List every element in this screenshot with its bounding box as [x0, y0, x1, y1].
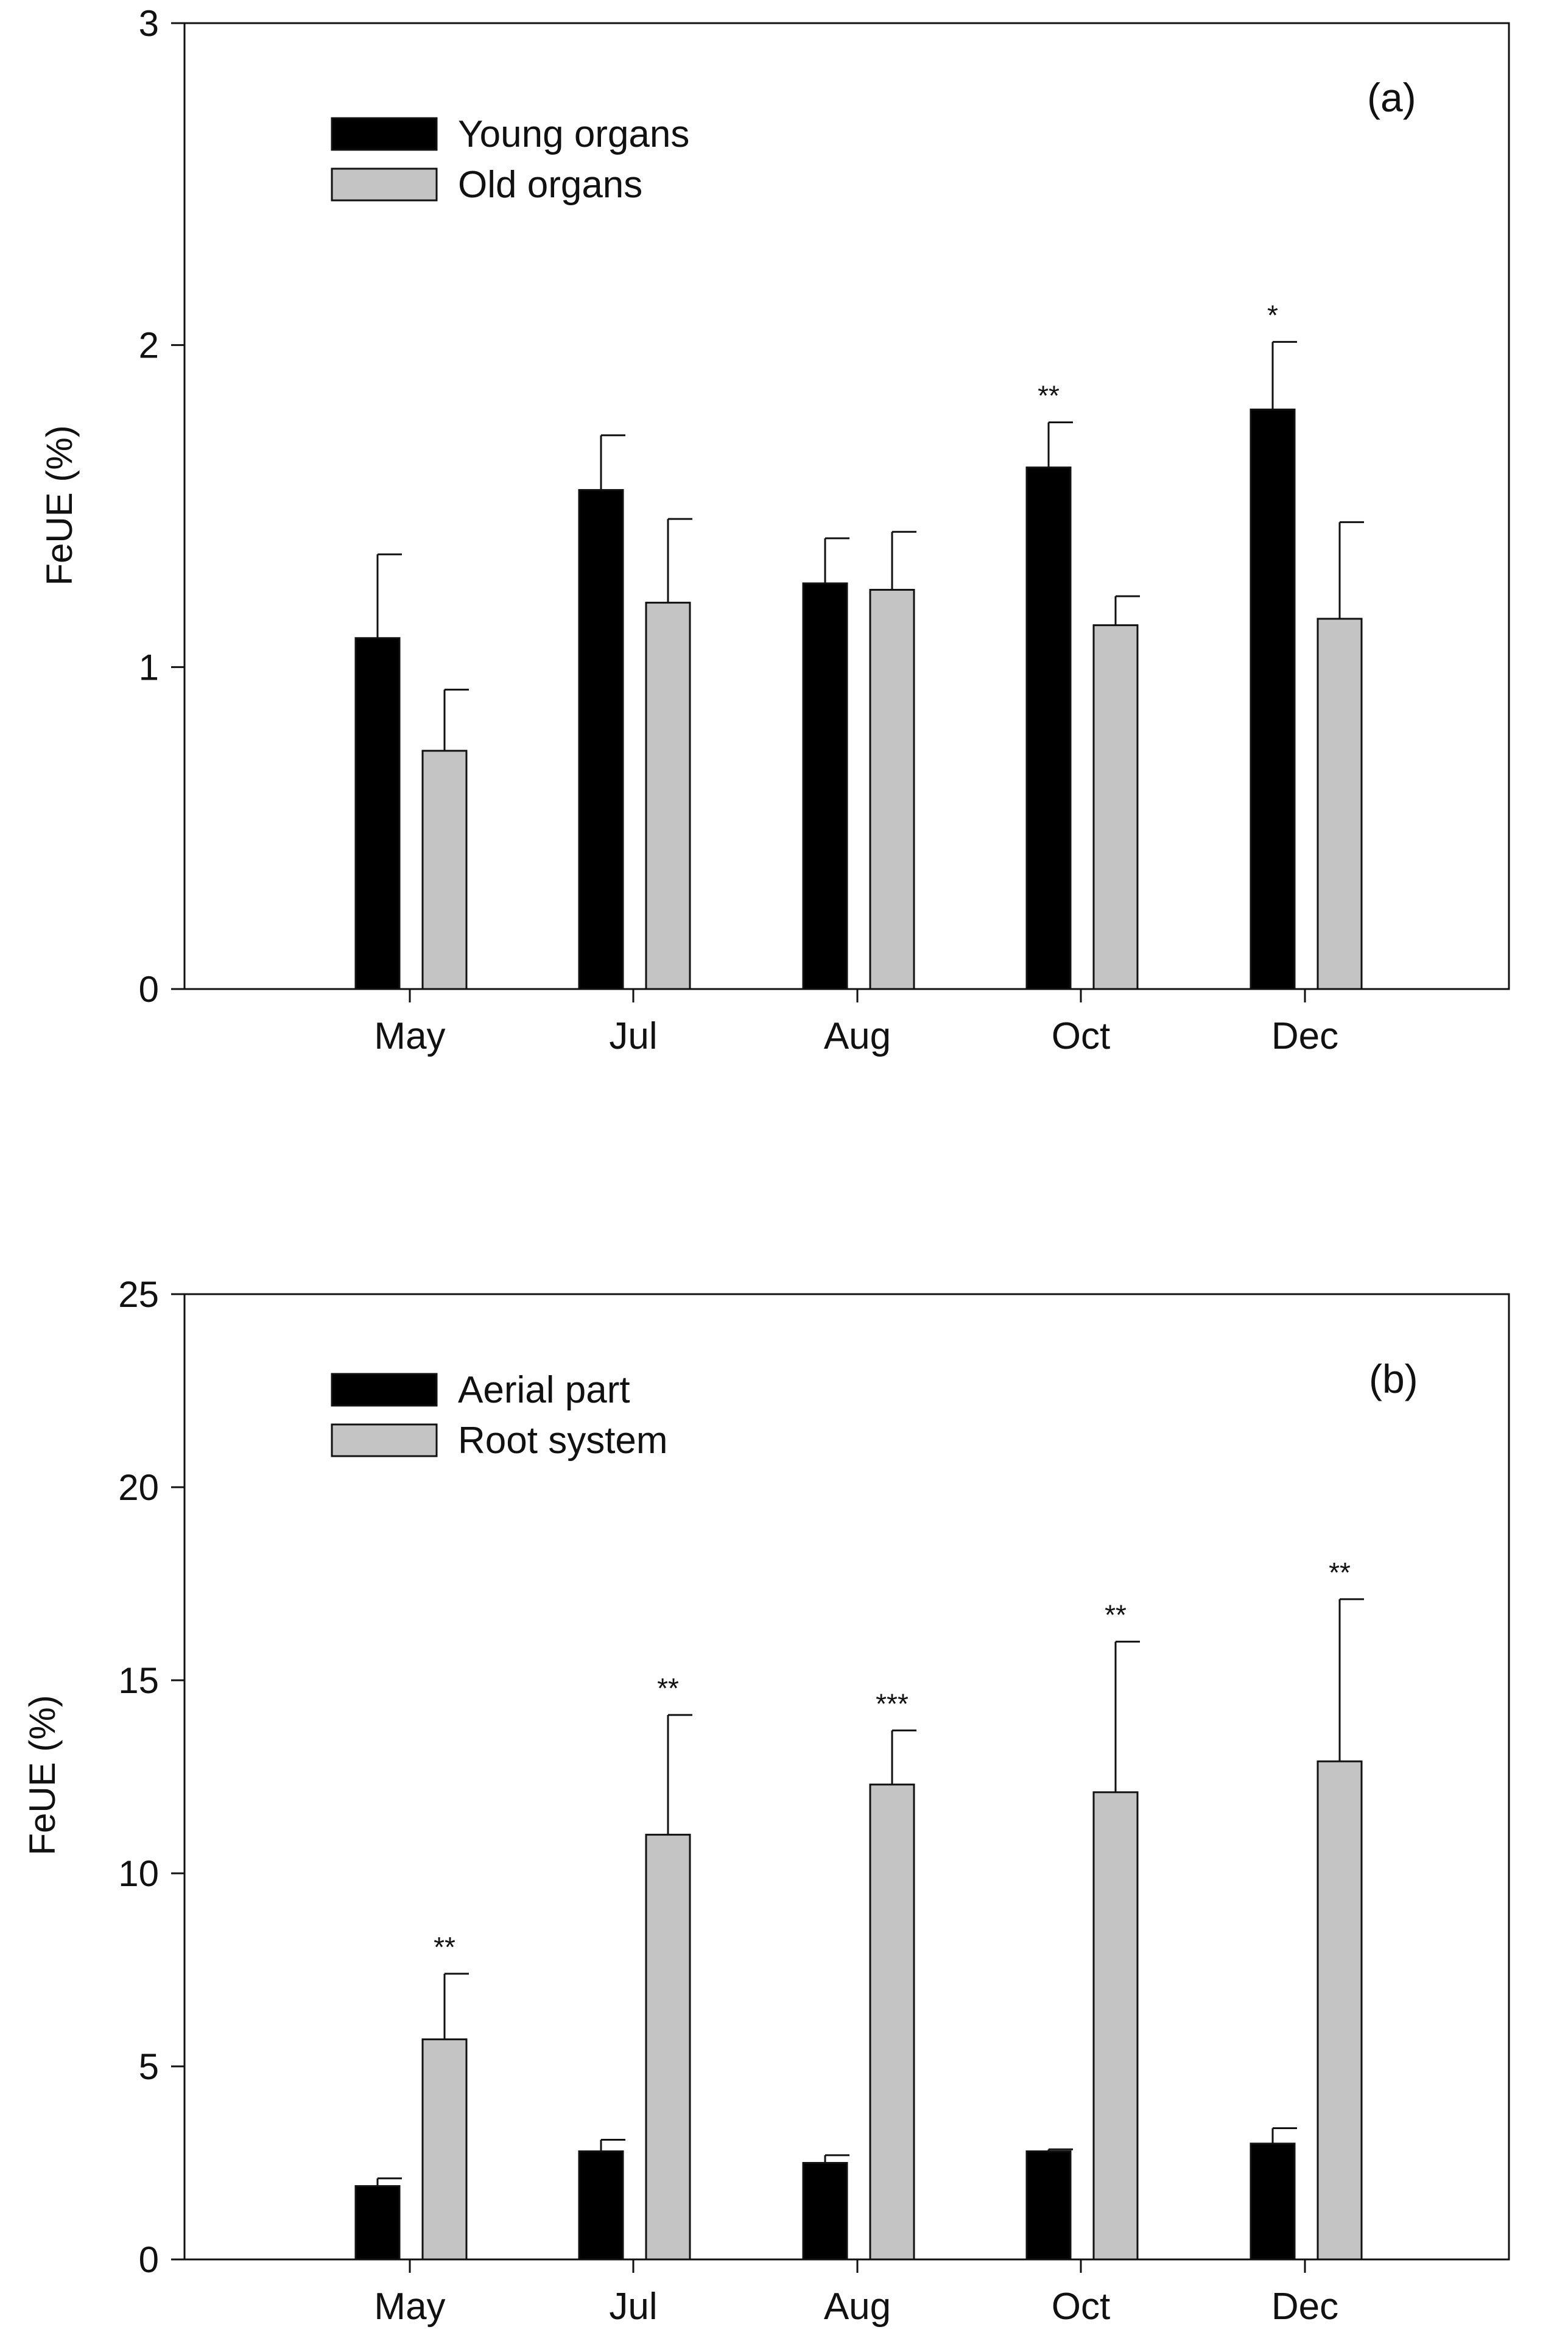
panel-a-legend-swatch-young-organs — [331, 117, 438, 151]
panel-a-bar-young-organs-dec — [1250, 408, 1296, 990]
panel-a-bar-old-organs-aug — [869, 588, 915, 990]
panel-b-frame: 0 5 10 15 20 25 May Jul Aug Oct Dec — [118, 1274, 1510, 2328]
panel-b-legend-label-root-system: Root system — [458, 1420, 668, 1462]
panel-b-y-tick-label: 10 — [118, 1853, 159, 1894]
panel-a-bar-young-organs-may — [354, 637, 401, 990]
panel-a-x-tick-label-oct: Oct — [1052, 1015, 1110, 1057]
panel-b-legend-label-aerial-part: Aerial part — [458, 1369, 630, 1411]
panel-a-bar-old-organs-oct — [1092, 624, 1139, 990]
panel-a: 0 1 2 3 May Jul Aug Oct Dec FeUE (%) (a) Young o… — [39, 3, 1510, 1057]
panel-b-significance-oct: ** — [1105, 1599, 1127, 1631]
panel-b-bar-root-system-may — [421, 2038, 468, 2261]
panel-b-x-tick-label-oct: Oct — [1052, 2286, 1110, 2328]
panel-a-bar-young-organs-oct — [1025, 467, 1072, 990]
panel-b-x-tick-label-dec: Dec — [1271, 2286, 1338, 2328]
panel-a-significance-dec: * — [1267, 299, 1278, 331]
panel-a-x-tick-label-jul: Jul — [609, 1015, 657, 1057]
panel-a-legend: Young organs Old organs — [331, 113, 689, 206]
panel-b-bar-root-system-aug — [869, 1783, 915, 2261]
panel-a-y-tick-label: 1 — [139, 647, 159, 688]
panel-b-legend: Aerial part Root system — [331, 1369, 668, 1462]
panel-b-y-tick-label: 20 — [118, 1467, 159, 1508]
panel-b-significance-may: ** — [434, 1931, 455, 1963]
panel-a-x-tick-label-aug: Aug — [824, 1015, 891, 1057]
panel-a-significance-oct: ** — [1038, 380, 1060, 412]
panel-b-bar-root-system-dec — [1317, 1760, 1363, 2261]
panel-a-legend-label-young-organs: Young organs — [458, 113, 689, 155]
panel-b-y-tick-label: 15 — [118, 1660, 159, 1701]
panel-a-legend-swatch-old-organs — [331, 167, 438, 202]
panel-b-legend-swatch-aerial-part — [331, 1373, 438, 1407]
panel-b-x-tick-label-jul: Jul — [609, 2286, 657, 2328]
panel-b-bar-aerial-part-oct — [1025, 2150, 1072, 2261]
panel-a-y-tick-label: 2 — [139, 325, 159, 366]
panel-b-y-tick-label: 25 — [118, 1274, 159, 1315]
panel-b-bar-aerial-part-jul — [578, 2150, 624, 2261]
panel-a-label: (a) — [1367, 75, 1416, 120]
panel-a-y-tick-label: 0 — [139, 969, 159, 1010]
panel-b-x-tick-label-may: May — [374, 2286, 445, 2328]
panel-b-bar-root-system-jul — [645, 1834, 691, 2261]
panel-b-legend-swatch-root-system — [331, 1423, 438, 1457]
panel-b-marks: **** ******* — [354, 1557, 1364, 2261]
panel-a-bar-old-organs-dec — [1317, 618, 1363, 990]
panel-b-significance-jul: ** — [657, 1672, 679, 1704]
panel-b-label: (b) — [1369, 1356, 1418, 1401]
panel-b-y-tick-label: 0 — [139, 2239, 159, 2280]
panel-a-marks: *** — [354, 299, 1364, 990]
panel-a-bar-young-organs-aug — [802, 582, 848, 990]
panel-b-y-tick-label: 5 — [139, 2046, 159, 2087]
panel-a-y-tick-label: 3 — [139, 3, 159, 44]
panel-b-significance-dec: ** — [1329, 1557, 1351, 1588]
panel-a-x-tick-label-may: May — [374, 1015, 445, 1057]
panel-a-bar-old-organs-may — [421, 750, 468, 990]
panel-a-legend-label-old-organs: Old organs — [458, 164, 642, 206]
panel-b-y-axis-label: FeUE (%) — [22, 1695, 63, 1855]
panel-b-bar-aerial-part-may — [354, 2185, 401, 2261]
panel-a-y-axis-label: FeUE (%) — [39, 425, 80, 585]
panel-b-bar-aerial-part-dec — [1250, 2143, 1296, 2261]
panel-a-bar-young-organs-jul — [578, 489, 624, 990]
panel-b-significance-aug: *** — [876, 1688, 909, 1719]
panel-b-x-tick-label-aug: Aug — [824, 2286, 891, 2328]
panel-b-bar-root-system-oct — [1092, 1791, 1139, 2261]
panel-b-bar-aerial-part-aug — [802, 2162, 848, 2261]
panel-b: 0 5 10 15 20 25 May Jul Aug Oct Dec FeUE (%) (b) A… — [22, 1274, 1510, 2328]
panel-a-frame: 0 1 2 3 May Jul Aug Oct Dec — [139, 3, 1510, 1057]
panel-a-x-tick-label-dec: Dec — [1271, 1015, 1338, 1057]
panel-a-bar-old-organs-jul — [645, 602, 691, 990]
